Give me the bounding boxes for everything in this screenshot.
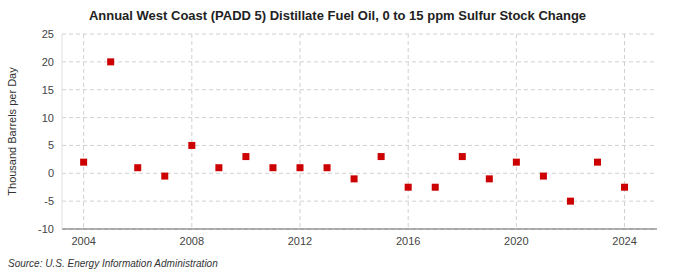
point	[351, 175, 358, 182]
grid-line	[83, 34, 84, 229]
grid-line	[516, 34, 517, 229]
grid-line	[62, 145, 657, 146]
point	[405, 184, 412, 191]
tick-label: 2004	[71, 235, 95, 247]
grid-line	[62, 61, 657, 62]
tick-label: 25	[42, 28, 54, 40]
tick-label: 2012	[288, 235, 312, 247]
tick-label: 5	[48, 139, 54, 151]
tick-label: 20	[42, 56, 54, 68]
point	[567, 198, 574, 205]
point	[80, 159, 87, 166]
point	[459, 153, 466, 160]
grid-line	[300, 34, 301, 229]
tick-label: -5	[44, 195, 54, 207]
tick-label: 10	[42, 112, 54, 124]
point	[324, 164, 331, 171]
point	[188, 142, 195, 149]
point	[134, 164, 141, 171]
point	[432, 184, 439, 191]
grid-line	[62, 117, 657, 118]
tick-label: 15	[42, 84, 54, 96]
point	[161, 173, 168, 180]
tick-label: 2016	[396, 235, 420, 247]
title: Annual West Coast (PADD 5) Distillate Fu…	[89, 8, 586, 23]
tick-label: 2008	[180, 235, 204, 247]
point	[486, 175, 493, 182]
grid-line	[62, 229, 657, 230]
grid-line	[62, 34, 657, 35]
tick-label: 2024	[612, 235, 636, 247]
point	[269, 164, 276, 171]
axis-label: Thousand Barrels per Day	[6, 67, 18, 196]
grid-line	[62, 89, 657, 90]
chart: Annual West Coast (PADD 5) Distillate Fu…	[0, 0, 675, 275]
point	[513, 159, 520, 166]
points	[80, 58, 628, 204]
grid-line	[624, 34, 625, 229]
annotation: Source: U.S. Energy Information Administ…	[8, 258, 218, 269]
point	[621, 184, 628, 191]
tick-label: -10	[38, 223, 54, 235]
grid-line	[62, 173, 657, 174]
point	[594, 159, 601, 166]
y-axis-line	[62, 34, 63, 229]
grid	[62, 34, 657, 229]
point	[540, 173, 547, 180]
point	[297, 164, 304, 171]
point	[378, 153, 385, 160]
grid-line	[408, 34, 409, 229]
point	[215, 164, 222, 171]
grid-line	[191, 34, 192, 229]
point	[107, 58, 114, 65]
x-axis-line	[62, 229, 657, 230]
point	[242, 153, 249, 160]
tick-label: 2020	[504, 235, 528, 247]
tick-label: 0	[48, 167, 54, 179]
